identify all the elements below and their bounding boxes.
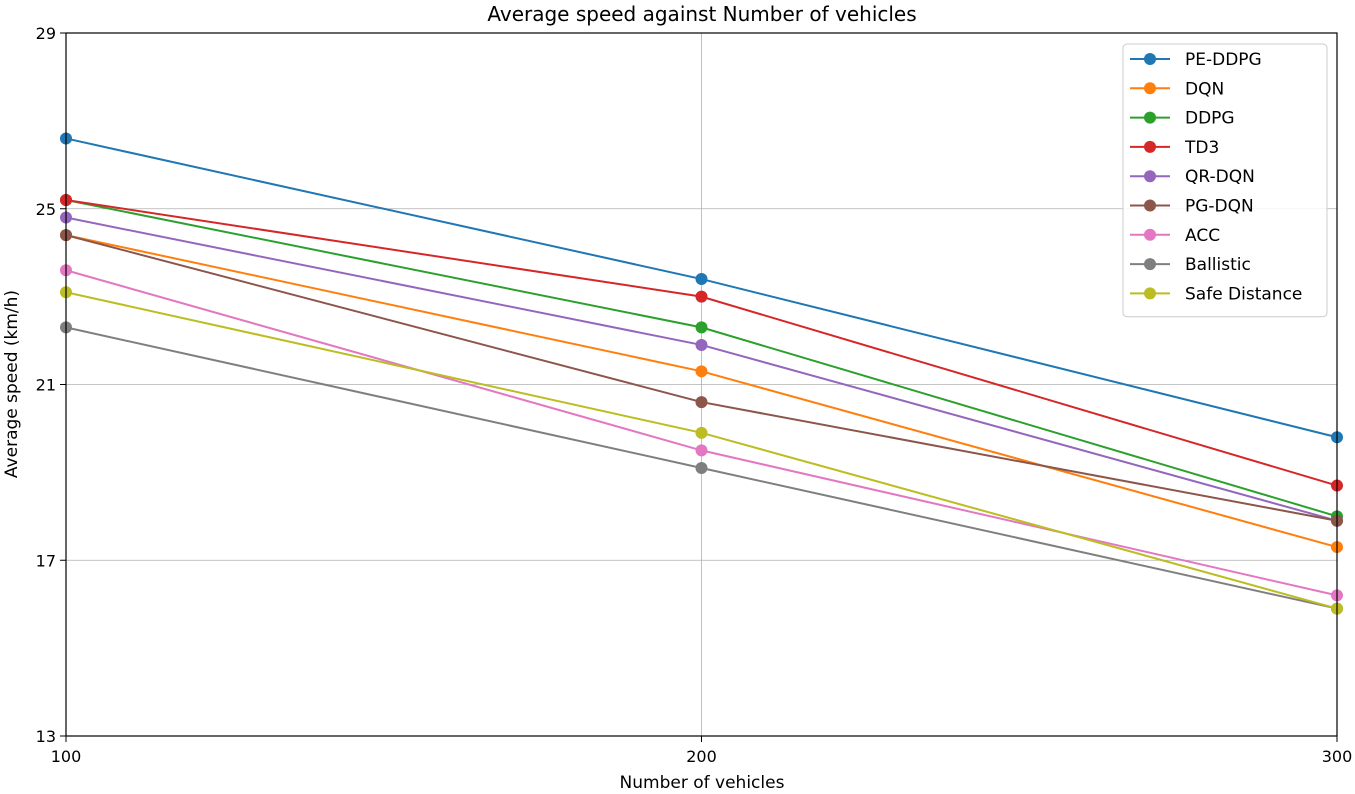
axis-ticks: 100 200 300 13 17 21 25 29 [36, 24, 1353, 766]
legend: PE-DDPG DQN DDPG TD3 QR-DQN PG-DQN ACC Ballisti… [1122, 43, 1328, 318]
x-tick-label: 300 [1322, 747, 1353, 766]
x-tick-label: 200 [686, 747, 717, 766]
legend-label: Safe Distance [1185, 284, 1302, 304]
data-point [695, 396, 708, 409]
data-point [695, 444, 708, 457]
legend-swatch-marker [1144, 170, 1156, 183]
legend-label: DDPG [1185, 109, 1235, 129]
x-axis-label: Number of vehicles [620, 773, 785, 793]
legend-label: DQN [1185, 79, 1224, 99]
legend-swatch-marker [1144, 199, 1156, 212]
data-point [695, 338, 708, 351]
legend-box [1122, 43, 1328, 318]
y-tick-label: 21 [36, 376, 56, 395]
y-tick-label: 13 [36, 727, 56, 746]
legend-swatch-marker [1144, 82, 1156, 95]
data-point [695, 321, 708, 334]
legend-swatch-marker [1144, 111, 1156, 124]
legend-label: TD3 [1184, 138, 1219, 158]
legend-label: PE-DDPG [1185, 50, 1262, 70]
legend-swatch-marker [1144, 287, 1156, 300]
legend-swatch-marker [1144, 258, 1156, 271]
legend-label: PG-DQN [1185, 197, 1254, 217]
data-point [695, 461, 708, 474]
y-tick-label: 17 [36, 551, 56, 570]
data-point [695, 273, 708, 286]
data-point [695, 426, 708, 439]
legend-swatch-marker [1144, 140, 1156, 153]
legend-label: Ballistic [1185, 255, 1251, 275]
x-tick-label: 100 [51, 747, 82, 766]
data-point [695, 365, 708, 378]
legend-label: ACC [1185, 226, 1220, 246]
chart-title: Average speed against Number of vehicles [487, 2, 916, 26]
legend-swatch-marker [1144, 228, 1156, 241]
y-axis-label: Average speed (km/h) [2, 290, 22, 478]
legend-label: QR-DQN [1185, 167, 1255, 187]
data-point [695, 290, 708, 303]
y-tick-label: 25 [36, 200, 56, 219]
legend-swatch-marker [1144, 53, 1156, 65]
y-tick-label: 29 [36, 24, 56, 43]
